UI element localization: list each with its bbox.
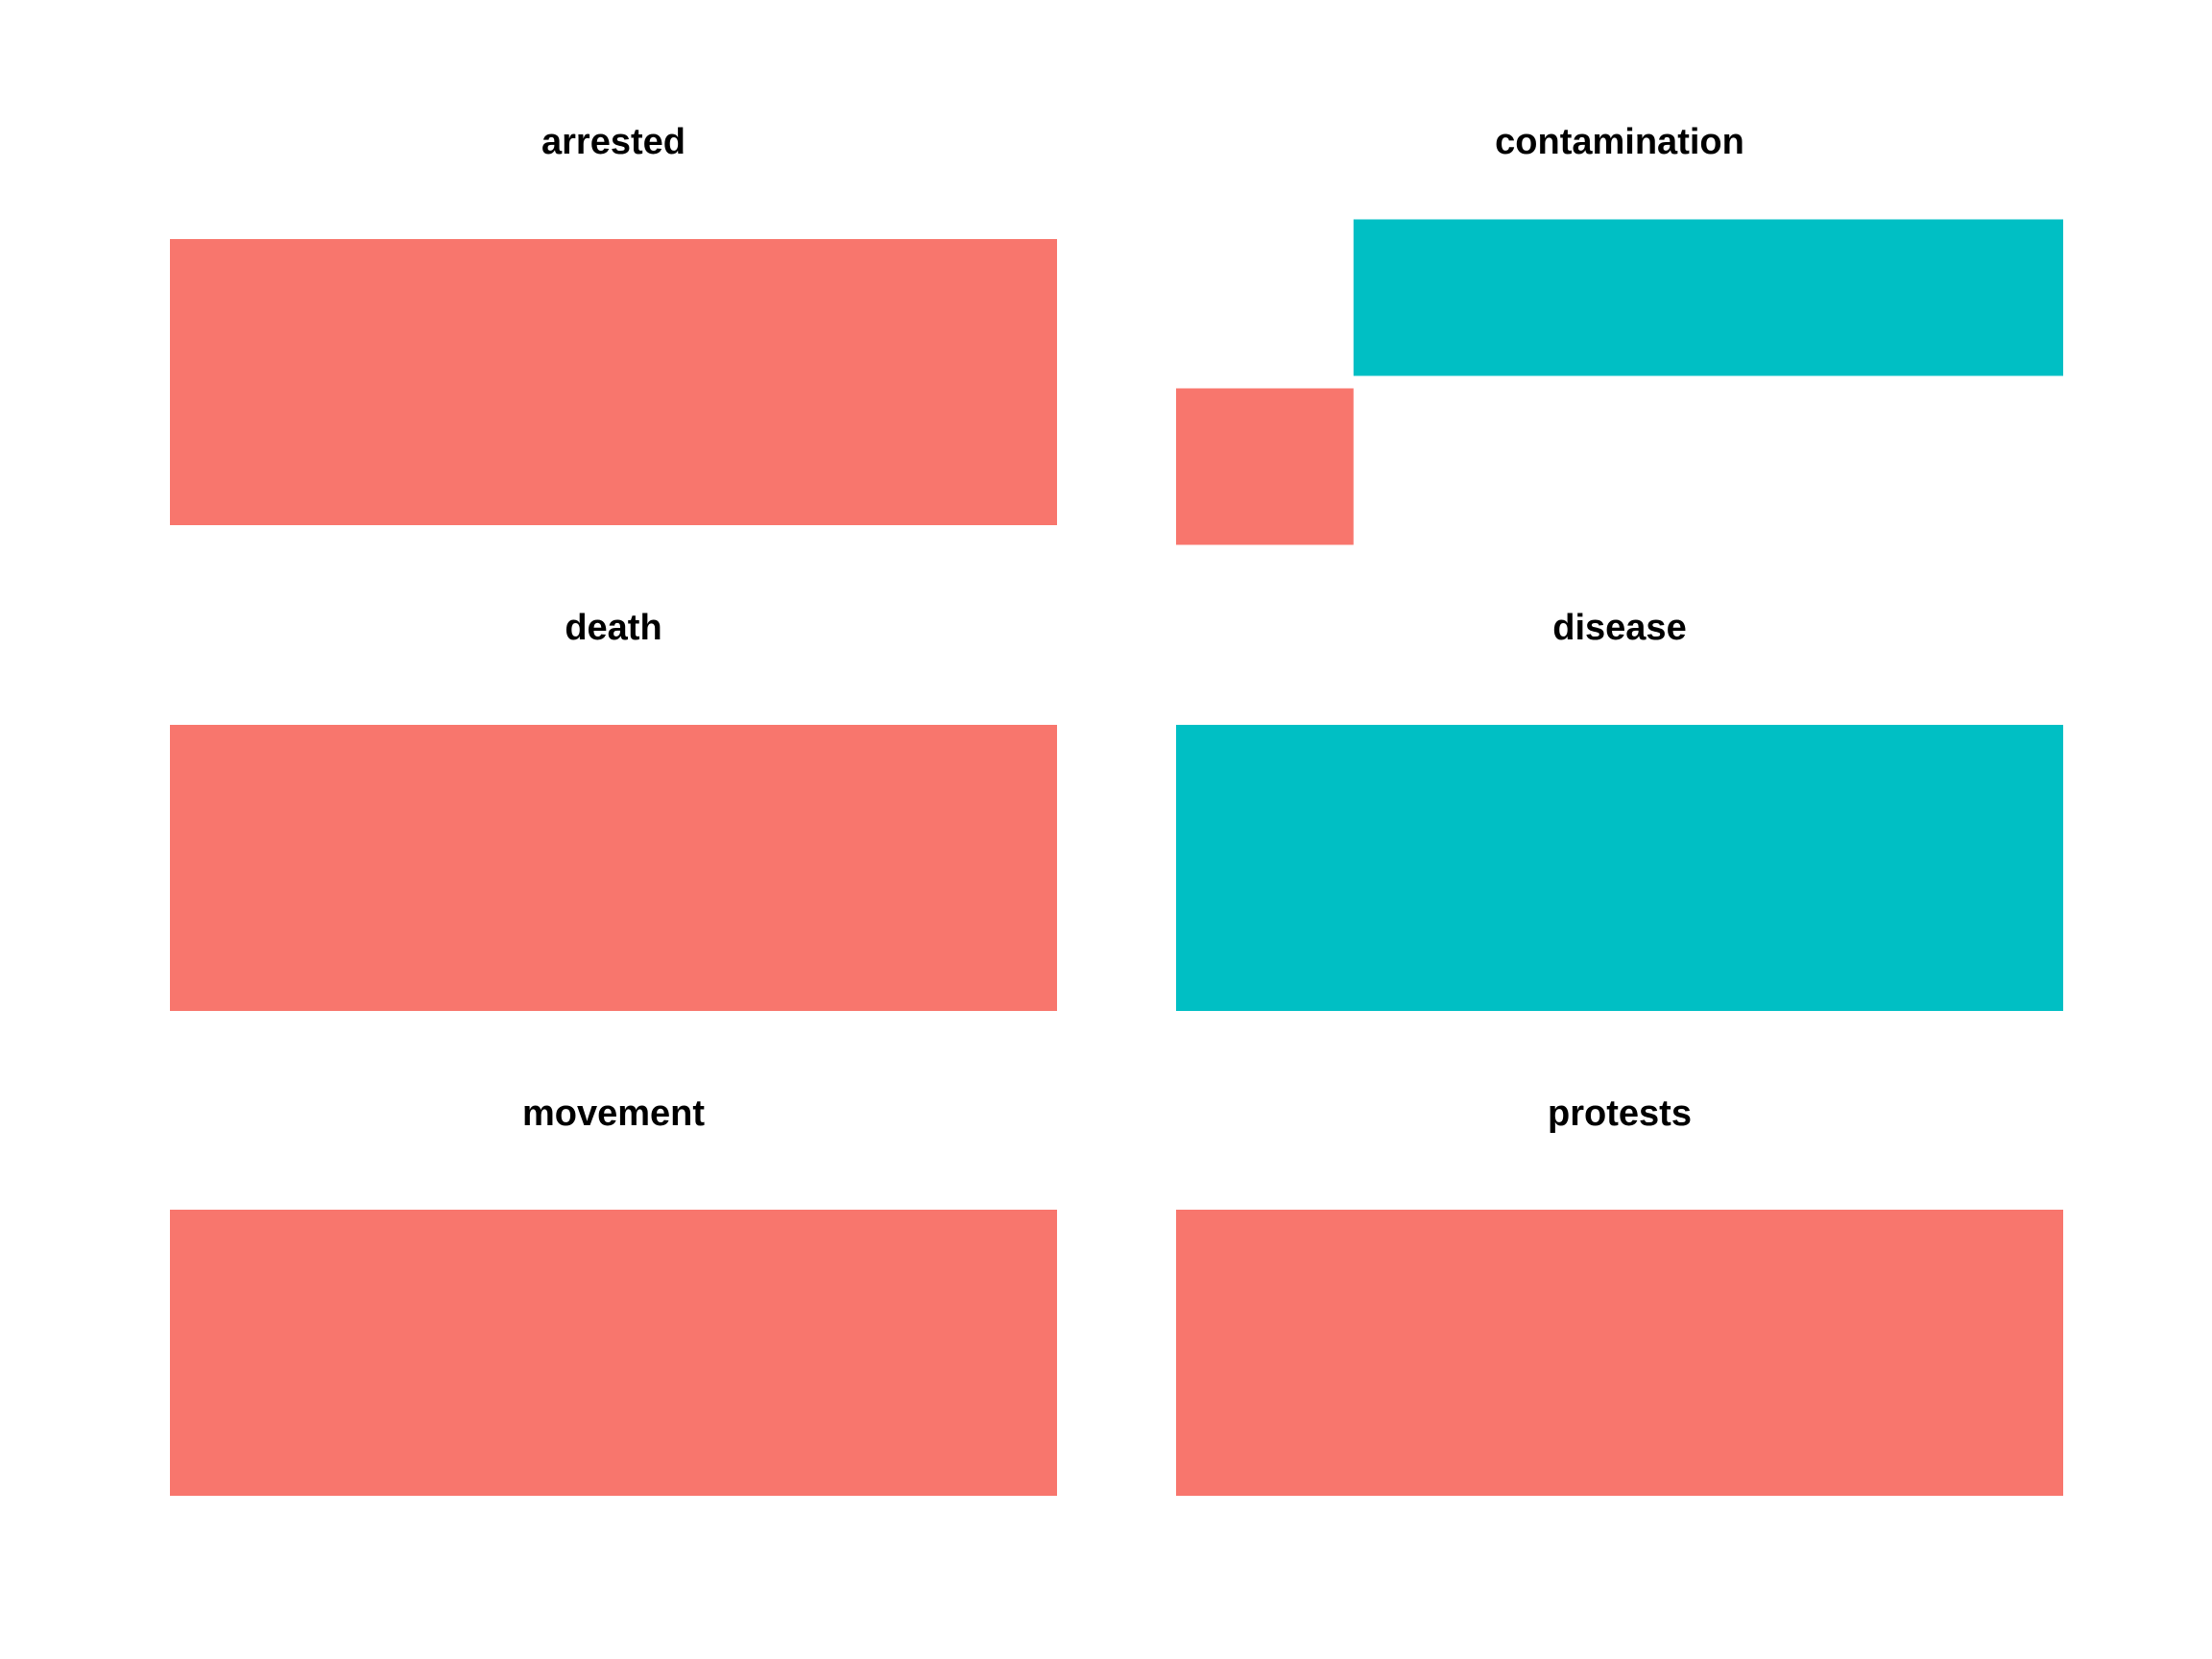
facet-title-movement: movement — [522, 1094, 705, 1134]
bar-movement-0 — [170, 1210, 1057, 1496]
facet-title-death: death — [565, 608, 661, 648]
bar-disease-0 — [1176, 725, 2063, 1011]
facet-title-contamination: contamination — [1495, 122, 1744, 162]
facet-panel-movement: movement — [170, 1094, 1057, 1496]
facet-panels: arrested contamination death disease movemen… — [170, 122, 2063, 1496]
facet-panel-death: death — [170, 608, 1057, 1011]
facet-panel-disease: disease — [1176, 608, 2063, 1011]
bar-arrested-0 — [170, 239, 1057, 525]
facet-title-protests: protests — [1548, 1094, 1692, 1134]
bar-contamination-0 — [1353, 219, 2063, 376]
facet-panel-contamination: contamination — [1176, 122, 2063, 545]
bar-contamination-1 — [1176, 388, 1354, 545]
facet-title-disease: disease — [1552, 608, 1686, 648]
facet-panel-arrested: arrested — [170, 122, 1057, 525]
facet-panel-protests: protests — [1176, 1094, 2063, 1496]
bar-death-0 — [170, 725, 1057, 1011]
bar-protests-0 — [1176, 1210, 2063, 1496]
facet-title-arrested: arrested — [541, 122, 685, 162]
